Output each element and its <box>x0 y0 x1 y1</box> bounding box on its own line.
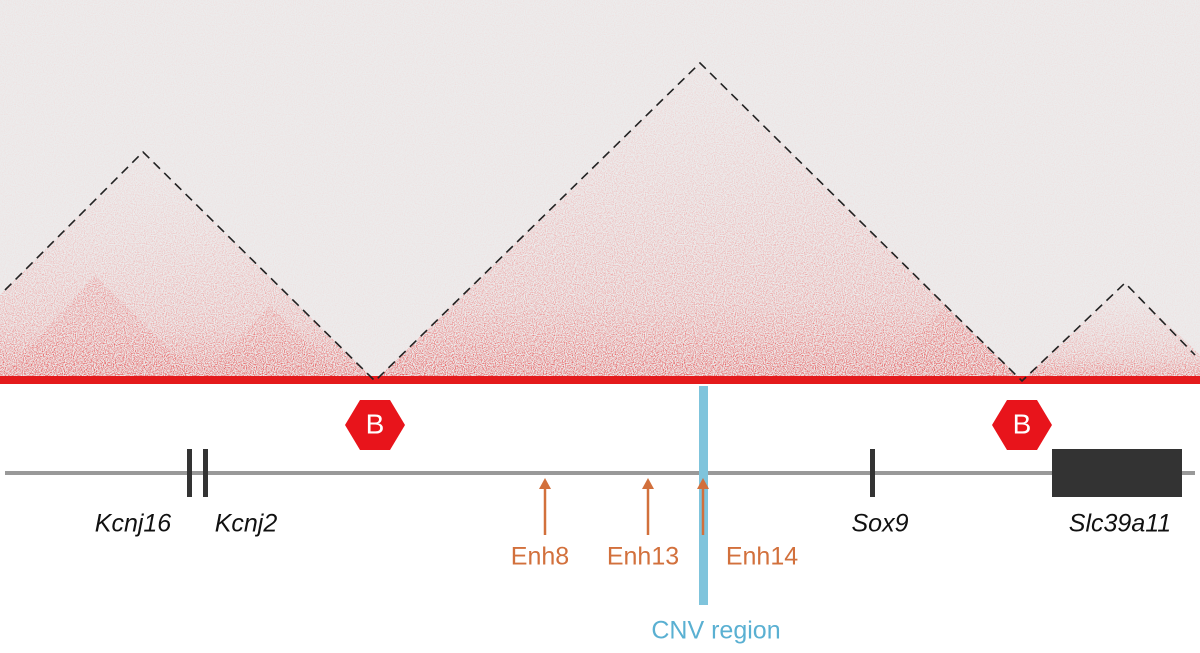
arrow-head <box>697 478 709 489</box>
boundary-label: B <box>366 408 385 439</box>
gene-mark <box>203 449 208 497</box>
arrow-head <box>539 478 551 489</box>
gene-mark <box>187 449 192 497</box>
gene-mark <box>1052 449 1182 497</box>
boundary: B <box>992 400 1052 450</box>
tad <box>375 63 1022 381</box>
sub-tad <box>200 305 345 381</box>
gene-label: Kcnj16 <box>95 510 172 538</box>
boundary-label: B <box>1013 408 1032 439</box>
enhancer-label: Enh14 <box>726 543 798 571</box>
sub-tad <box>880 305 1010 381</box>
enhancer-label: Enh13 <box>607 543 679 571</box>
tad-outline <box>4 61 1196 383</box>
enhancer-arrows <box>539 478 709 535</box>
cnv-label: CNV region <box>651 617 780 645</box>
sub-tad <box>0 275 200 381</box>
arrow-head <box>642 478 654 489</box>
gene-label: Sox9 <box>852 510 909 538</box>
gene-label: Kcnj2 <box>215 510 278 538</box>
gene-label: Slc39a11 <box>1069 510 1171 538</box>
boundary: B <box>345 400 405 450</box>
enhancer-label: Enh8 <box>511 543 569 571</box>
tad <box>1022 283 1200 381</box>
heatmap <box>0 0 1200 384</box>
gene-mark <box>870 449 875 497</box>
diagonal <box>0 376 1200 384</box>
